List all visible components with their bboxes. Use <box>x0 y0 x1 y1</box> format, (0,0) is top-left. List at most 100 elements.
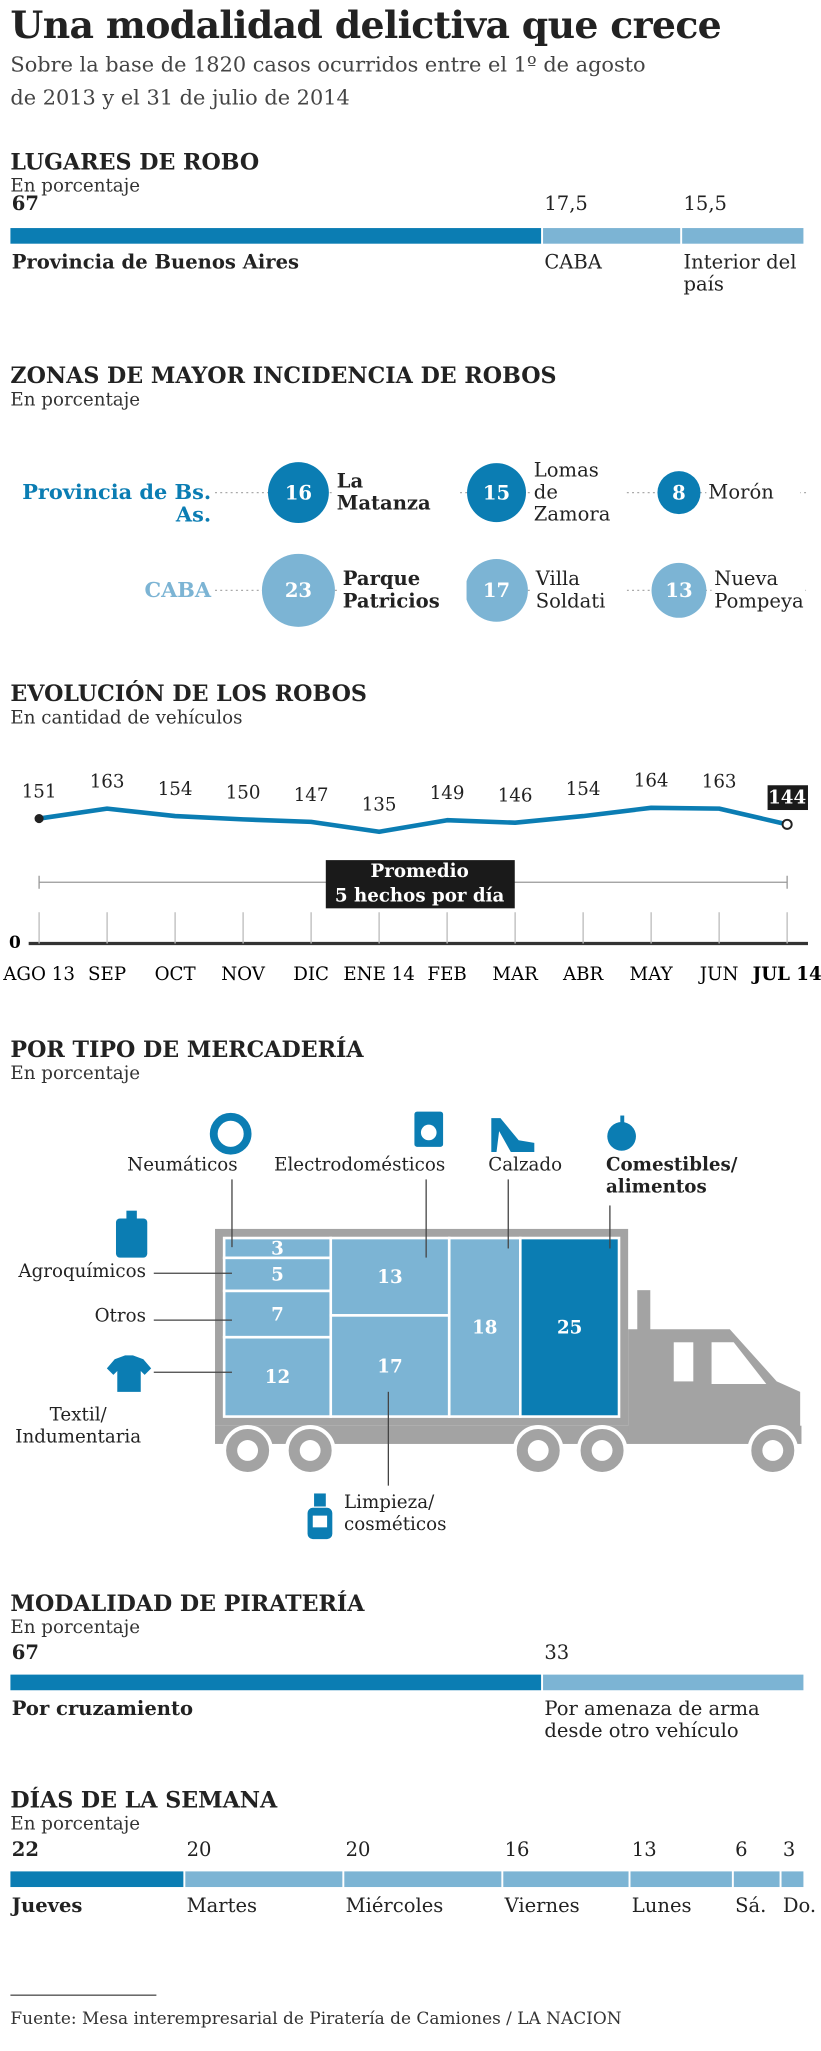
value-label: 16 <box>504 1837 530 1861</box>
category-label: CABA <box>544 250 602 274</box>
category-label: Viernes <box>504 1893 580 1918</box>
bar-segment <box>733 1871 780 1888</box>
title: Una modalidad delictiva que crece <box>10 2 722 47</box>
value-label: 147 <box>294 785 329 806</box>
value-label: 135 <box>362 795 397 816</box>
bar-segment <box>543 1674 804 1691</box>
bubble-label: 15 <box>483 481 510 504</box>
bar-segment <box>10 1871 184 1888</box>
x-tick-label: OCT <box>155 964 196 985</box>
source: Fuente: Mesa interempresarial de Pirater… <box>10 2009 622 2030</box>
treemap-cell <box>222 1335 333 1418</box>
category-label: Por cruzamiento <box>11 1696 194 1721</box>
hub <box>527 1440 549 1461</box>
zone-label: Lomas de Zamora <box>531 459 626 526</box>
bar-segment <box>10 1674 542 1691</box>
bubble <box>261 553 335 627</box>
bubble <box>465 558 528 622</box>
value-label: 20 <box>186 1837 212 1861</box>
bubble-label: 13 <box>665 579 692 602</box>
jerrycan-cap <box>126 1210 137 1220</box>
bar-segment <box>503 1871 629 1888</box>
series-name: CABA <box>144 577 212 603</box>
section-subtitle: En porcentaje <box>10 1814 141 1835</box>
value-label: 13 <box>631 1837 657 1861</box>
cell-label: 3 <box>271 1238 284 1259</box>
x-tick-label: FEB <box>427 964 466 985</box>
zone-label: La Matanza <box>334 470 461 515</box>
x-tick-label: ENE 14 <box>343 964 415 985</box>
y-tick-label: 0 <box>9 932 21 952</box>
value-label: 17,5 <box>544 191 588 216</box>
bubble-label: 16 <box>285 481 312 504</box>
bottle-label <box>312 1515 328 1528</box>
treemap-cell <box>222 1256 333 1293</box>
category-label: Por amenaza de arma desde otro vehículo <box>544 1696 760 1743</box>
section-title: EVOLUCIÓN DE LOS ROBOS <box>10 681 367 708</box>
value-label: 67 <box>11 1640 39 1665</box>
cell-label: 13 <box>377 1267 402 1288</box>
hub <box>237 1440 259 1461</box>
section-title: LUGARES DE ROBO <box>10 149 260 176</box>
cab-window <box>711 1342 767 1384</box>
value-label: 67 <box>11 191 39 216</box>
value-label: 150 <box>226 782 261 803</box>
section-subtitle: En porcentaje <box>10 389 141 411</box>
shirt-icon <box>106 1355 152 1392</box>
cell-label: 7 <box>271 1304 284 1325</box>
section-subtitle: En cantidad de vehículos <box>10 707 243 729</box>
x-tick-label: SEP <box>88 964 126 985</box>
category-label: Do. <box>782 1893 817 1918</box>
series-name: Provincia de Bs. As. <box>22 479 212 527</box>
value-label: 163 <box>90 772 125 793</box>
x-tick-label: JUN <box>698 964 739 985</box>
category-label: Jueves <box>11 1893 83 1918</box>
zone-label: Villa Soldati <box>533 568 627 613</box>
category-label: Agroquímicos <box>18 1261 146 1283</box>
category-label: Limpieza/ cosméticos <box>344 1492 447 1536</box>
value-label: 154 <box>566 779 601 800</box>
line <box>38 805 788 835</box>
category-label: Calzado <box>488 1154 563 1176</box>
x-tick-label: MAR <box>492 964 539 985</box>
bar-segment <box>682 228 804 244</box>
zone-label: Parque Patricios <box>340 568 467 613</box>
value-label: 3 <box>782 1837 796 1861</box>
category-label: Otros <box>94 1305 146 1327</box>
section-title: POR TIPO DE MERCADERÍA <box>10 1037 364 1064</box>
bar-segment <box>781 1871 804 1888</box>
icons <box>106 1111 636 1540</box>
washer-door <box>420 1124 437 1141</box>
hub <box>762 1440 784 1461</box>
section-subtitle: En porcentaje <box>10 1063 141 1085</box>
category-label: Interior del país <box>683 250 797 296</box>
cell-label: 12 <box>265 1367 290 1388</box>
treemap-cell <box>329 1236 451 1317</box>
point <box>781 818 793 830</box>
bottle-cap <box>314 1493 326 1507</box>
bubble-label: 23 <box>285 579 312 602</box>
cell-label: 18 <box>472 1318 497 1339</box>
bubble <box>657 471 701 515</box>
apple-icon <box>607 1122 636 1151</box>
value-label: 6 <box>735 1837 748 1861</box>
section-title: MODALIDAD DE PIRATERÍA <box>10 1591 365 1618</box>
treemap-cell <box>518 1236 621 1418</box>
value-label: 151 <box>22 781 57 802</box>
exhaust <box>637 1290 651 1332</box>
apple-stem <box>620 1115 625 1125</box>
x-tick-label: NOV <box>221 964 266 985</box>
annotation-box <box>325 860 515 909</box>
x-tick-label: JUL 14 <box>751 964 821 985</box>
jerrycan-icon <box>115 1218 148 1258</box>
bar-segment <box>630 1871 732 1888</box>
value-label: 163 <box>702 772 737 793</box>
value-label: 164 <box>634 771 669 792</box>
value-label: 144 <box>768 787 806 808</box>
cell-label: 17 <box>377 1356 402 1377</box>
x-tick-label: AGO 13 <box>2 964 75 985</box>
category-label: Martes <box>186 1893 258 1918</box>
value-label: 149 <box>430 783 465 804</box>
